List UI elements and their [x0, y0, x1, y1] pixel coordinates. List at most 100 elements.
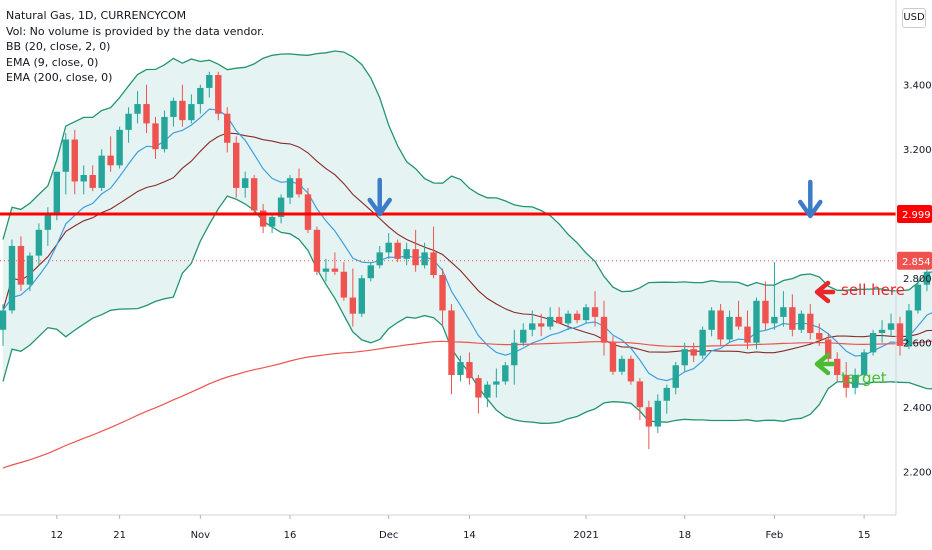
candle-body	[475, 378, 482, 398]
candle-body	[484, 384, 491, 398]
target-arrow-icon	[814, 352, 836, 376]
candle-body	[250, 178, 258, 211]
candle-body	[268, 216, 276, 227]
candle-body	[206, 75, 213, 88]
candle-body	[582, 307, 590, 321]
price-tick-label: 2.600	[903, 339, 932, 350]
chart-legend: Natural Gas, 1D, CURRENCYCOM Vol: No vol…	[6, 8, 264, 86]
candle-body	[241, 178, 249, 188]
candle-body	[744, 326, 751, 343]
candle-body	[923, 271, 931, 285]
symbol-line[interactable]: Natural Gas, 1D, CURRENCYCOM	[6, 9, 187, 22]
time-tick-label: 2021	[573, 530, 598, 541]
candle-body	[17, 245, 25, 285]
time-tick-label: Nov	[191, 530, 211, 541]
candle-body	[600, 316, 608, 343]
candle-body	[62, 139, 69, 172]
candle-body	[8, 245, 16, 311]
candle-body	[53, 171, 61, 214]
time-tick-label: 12	[50, 530, 63, 541]
candle-body	[645, 407, 653, 427]
candle-body	[636, 381, 644, 408]
candle-body	[116, 129, 123, 166]
time-tick-label: Feb	[766, 530, 784, 541]
indicator-ema-9[interactable]: EMA (9, close, 0)	[6, 55, 99, 69]
candle-body	[842, 374, 850, 388]
candle-body	[26, 255, 34, 285]
down-arrow-icon	[367, 177, 392, 217]
volume-note: Vol: No volume is provided by the data v…	[6, 24, 265, 38]
candle-body	[304, 194, 312, 230]
candle-body	[896, 323, 904, 346]
candle-body	[834, 358, 841, 375]
current-price-badge: 2.854	[902, 257, 931, 268]
indicator-bb[interactable]: BB (20, close, 2, 0)	[6, 40, 111, 53]
candle-body	[860, 352, 868, 375]
time-tick-label: 15	[858, 530, 871, 541]
sell-arrow-icon	[814, 280, 836, 304]
candle-body	[609, 342, 617, 372]
candle-body	[286, 178, 294, 198]
candle-body	[753, 300, 760, 343]
candle-body	[394, 242, 401, 259]
down-arrow-icon	[798, 179, 823, 219]
candle-body	[717, 310, 724, 340]
candle-body	[591, 307, 599, 317]
candle-body	[430, 252, 437, 275]
candle-body	[493, 381, 500, 385]
candle-body	[44, 213, 52, 230]
candle-body	[376, 252, 383, 266]
candle-body	[80, 175, 87, 182]
ema-200-line	[2, 340, 932, 469]
candle-body	[170, 100, 177, 117]
price-tick-label: 3.200	[903, 145, 932, 156]
candle-body	[690, 349, 697, 356]
candle-body	[502, 365, 509, 382]
candle-body	[466, 362, 473, 379]
candle-body	[107, 155, 114, 166]
candle-body	[134, 104, 141, 114]
candle-body	[412, 249, 419, 266]
candle-body	[340, 271, 348, 298]
candle-body	[546, 316, 554, 327]
bb-upper-line	[2, 50, 932, 293]
price-tick-label: 3.400	[903, 81, 932, 92]
candle-body	[825, 339, 832, 359]
price-tick-label: 2.200	[903, 468, 932, 479]
candle-body	[529, 323, 536, 330]
candle-body	[807, 313, 814, 334]
candle-body	[789, 307, 796, 330]
candle-body	[538, 323, 545, 327]
candle-body	[663, 387, 670, 401]
candle-body	[771, 316, 778, 324]
candle-body	[654, 400, 662, 427]
candle-body	[618, 358, 626, 372]
candle-body	[313, 229, 321, 272]
candle-body	[735, 316, 742, 327]
candle-body	[349, 297, 357, 314]
price-tick-label: 2.800	[903, 274, 932, 285]
candle-body	[71, 139, 78, 182]
candle-body	[762, 300, 769, 324]
candle-body	[520, 329, 527, 343]
candle-body	[125, 113, 132, 130]
candle-body	[869, 333, 877, 353]
sell-here-label: sell here	[841, 281, 905, 299]
time-tick-label: 14	[463, 530, 476, 541]
candle-body	[878, 329, 886, 334]
candle-body	[224, 113, 231, 143]
candle-body	[152, 123, 159, 150]
candle-body	[161, 116, 168, 150]
candle-body	[672, 365, 679, 388]
indicator-ema-200[interactable]: EMA (200, close, 0)	[6, 71, 113, 84]
candle-body	[322, 268, 330, 272]
candle-body	[699, 329, 706, 356]
candle-body	[439, 274, 446, 311]
currency-badge[interactable]: USD	[902, 8, 926, 28]
candle-body	[233, 142, 240, 188]
candle-body	[259, 210, 267, 227]
candle-body	[385, 242, 392, 253]
candle-body	[457, 362, 464, 375]
price-tick-label: 2.400	[903, 403, 932, 414]
